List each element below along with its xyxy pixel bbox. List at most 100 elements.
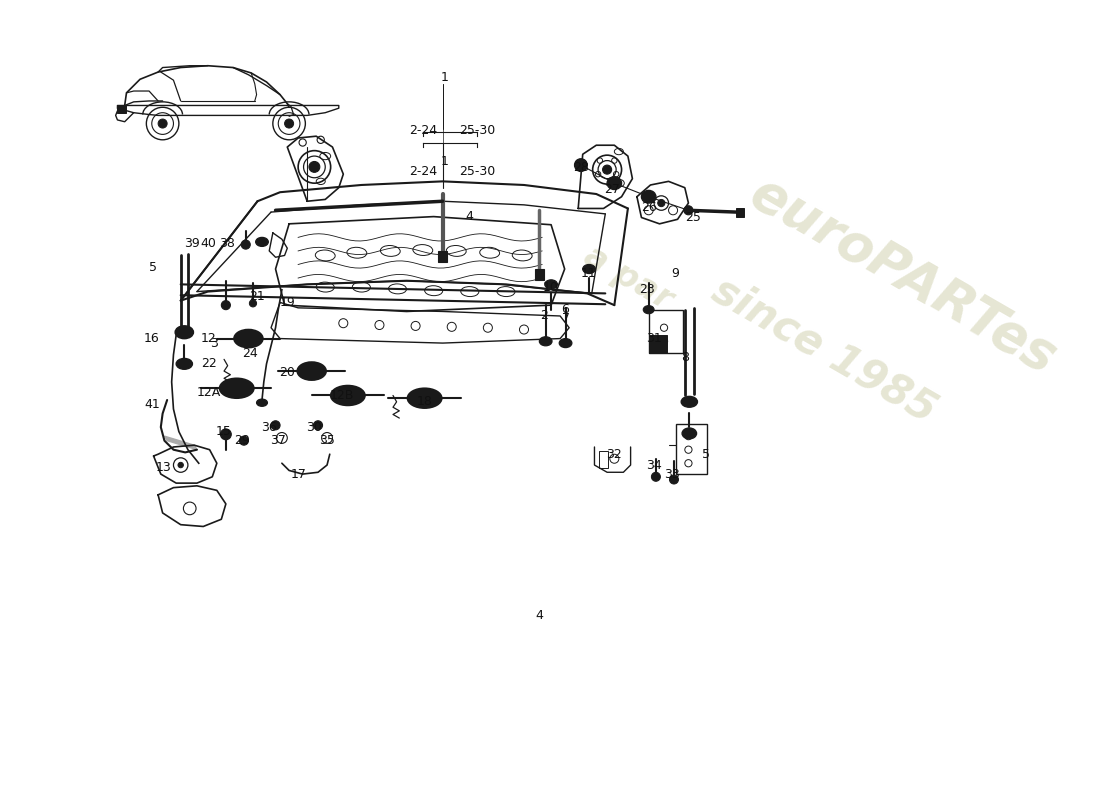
Ellipse shape (607, 177, 621, 190)
Text: 19: 19 (279, 296, 295, 309)
Circle shape (651, 472, 660, 482)
Ellipse shape (544, 280, 558, 289)
Text: 36: 36 (262, 421, 277, 434)
Text: 15: 15 (216, 425, 232, 438)
Circle shape (645, 193, 652, 200)
Bar (736, 207, 744, 217)
Circle shape (658, 199, 664, 206)
Text: 1: 1 (441, 155, 449, 168)
Polygon shape (164, 436, 197, 450)
Bar (438, 251, 448, 262)
Bar (535, 269, 543, 280)
Ellipse shape (539, 337, 552, 346)
Text: 31: 31 (646, 332, 662, 345)
Circle shape (610, 179, 618, 186)
Bar (118, 106, 127, 113)
Circle shape (220, 429, 231, 440)
Text: 1: 1 (441, 71, 449, 84)
Ellipse shape (641, 190, 656, 203)
Text: 40: 40 (201, 238, 217, 250)
Circle shape (158, 119, 167, 128)
Circle shape (285, 119, 294, 128)
Text: 39: 39 (185, 238, 200, 250)
Text: 30: 30 (307, 421, 322, 434)
Ellipse shape (583, 265, 595, 274)
Text: 4: 4 (466, 210, 474, 223)
Text: 4: 4 (536, 609, 543, 622)
Text: 17: 17 (290, 467, 306, 481)
Ellipse shape (220, 378, 254, 398)
Text: 16: 16 (144, 332, 159, 345)
Circle shape (670, 475, 679, 484)
Bar (675, 424, 707, 474)
Circle shape (684, 206, 693, 214)
Ellipse shape (175, 326, 194, 338)
Ellipse shape (256, 399, 267, 406)
Circle shape (178, 462, 184, 468)
Text: 11: 11 (581, 267, 596, 280)
Bar (649, 335, 667, 353)
Text: 33: 33 (664, 467, 680, 481)
Text: 10: 10 (542, 282, 558, 294)
Text: 25-30: 25-30 (459, 165, 495, 178)
Text: 3: 3 (210, 338, 218, 350)
Text: 9: 9 (671, 267, 679, 280)
Bar (600, 451, 608, 468)
Text: euroPARTes: euroPARTes (740, 166, 1066, 384)
Text: 5: 5 (703, 448, 711, 461)
Circle shape (221, 301, 230, 310)
Text: 2-24: 2-24 (409, 165, 437, 178)
Ellipse shape (176, 358, 192, 370)
Text: 20: 20 (279, 366, 295, 379)
Circle shape (603, 165, 612, 174)
Text: 26: 26 (641, 201, 657, 214)
Ellipse shape (297, 362, 326, 380)
Text: 41: 41 (144, 398, 159, 411)
Ellipse shape (407, 388, 442, 408)
Text: 12A: 12A (197, 386, 221, 399)
Text: 27: 27 (605, 183, 620, 196)
Circle shape (258, 238, 265, 246)
Text: 34: 34 (646, 458, 662, 471)
Circle shape (574, 158, 587, 171)
Text: 6: 6 (562, 303, 570, 316)
Text: 38: 38 (219, 238, 234, 250)
Text: 32: 32 (606, 448, 623, 461)
Ellipse shape (682, 428, 696, 439)
Circle shape (309, 162, 320, 172)
Text: 12B: 12B (329, 389, 354, 402)
Text: 37: 37 (271, 434, 286, 447)
Text: 8: 8 (681, 351, 689, 364)
Ellipse shape (234, 330, 263, 348)
Text: 5: 5 (148, 261, 156, 274)
Ellipse shape (559, 338, 572, 348)
Ellipse shape (331, 386, 365, 406)
Circle shape (241, 240, 251, 249)
Text: 18: 18 (417, 395, 432, 408)
Text: 2: 2 (540, 310, 548, 322)
Text: 2-24: 2-24 (409, 124, 437, 138)
Text: 22: 22 (201, 358, 217, 370)
Circle shape (316, 423, 320, 427)
Circle shape (274, 423, 277, 427)
Text: 7: 7 (562, 312, 570, 325)
Text: since 1985: since 1985 (705, 270, 944, 431)
Bar (649, 310, 683, 353)
Circle shape (271, 421, 281, 430)
Circle shape (314, 421, 322, 430)
Text: 28: 28 (573, 162, 588, 174)
Text: 21: 21 (250, 290, 265, 302)
Circle shape (240, 436, 249, 445)
Text: 12: 12 (201, 332, 217, 345)
Text: 35: 35 (319, 434, 336, 447)
Text: 25: 25 (685, 211, 701, 224)
Text: 29: 29 (234, 434, 250, 447)
Text: a par: a par (579, 239, 679, 317)
Ellipse shape (644, 306, 654, 314)
Ellipse shape (255, 238, 268, 246)
Ellipse shape (681, 396, 697, 407)
Text: 23: 23 (639, 283, 654, 296)
Text: 13: 13 (155, 462, 172, 474)
Text: 24: 24 (242, 346, 258, 359)
Text: 25-30: 25-30 (459, 124, 495, 138)
